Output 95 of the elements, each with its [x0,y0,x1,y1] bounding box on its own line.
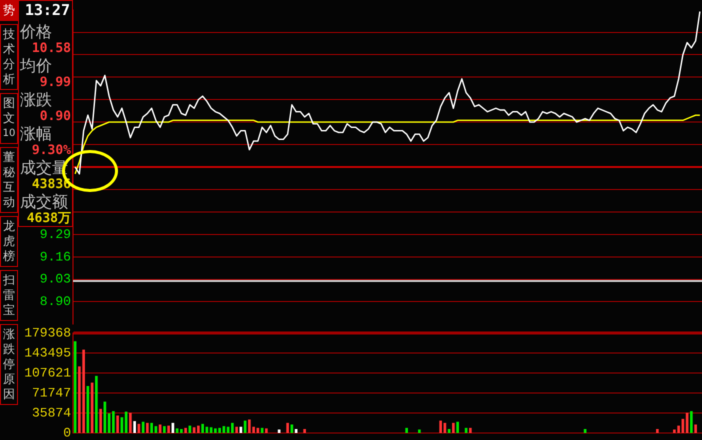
bar [133,421,136,434]
y-tick-label: 35874 [32,406,72,421]
bar [192,427,196,434]
bar [278,430,280,434]
bar [180,428,183,434]
bar [456,422,459,434]
tab: 技术分析 [0,24,18,90]
text: 13:27 [24,1,71,21]
bar [167,426,170,434]
bar [108,413,110,434]
bar [290,424,294,434]
bar [222,426,226,434]
bar [158,424,162,434]
bar [78,366,81,434]
bar [448,428,450,434]
text: 价格 [19,22,53,41]
bar [176,428,178,434]
bar [104,402,106,434]
bar [74,341,76,434]
tab: 图文10 [0,93,18,144]
bar [444,422,446,434]
bar [95,376,98,434]
y-tick-label: 179368 [24,325,71,340]
tab: 扫雷宝 [0,270,18,321]
text: 9.99 [38,75,72,91]
y-tick-label: 9.16 [40,249,71,264]
bar [244,420,246,434]
tab: 涨跌停原因 [0,324,18,405]
bar [405,428,408,434]
text: 4638万 [26,211,72,227]
bar [82,350,85,434]
bar [656,428,659,434]
tab: 势 [0,0,18,21]
bar [201,424,204,434]
y-tick-label: 71747 [32,386,71,401]
bar [197,426,200,434]
text: 涨跌 [19,90,53,109]
text: 涨幅 [19,124,53,143]
bar [214,428,217,434]
bar [142,422,144,434]
bar [184,428,187,434]
bar [129,412,132,434]
bar [116,416,119,434]
bar [154,426,158,434]
bar [138,424,140,434]
bar [256,428,260,434]
bar [265,428,268,434]
bar [146,422,149,434]
y-tick-label: 8.90 [40,294,71,310]
bar [464,428,468,434]
y-tick-label: 9.03 [40,272,71,287]
bar [120,417,124,434]
bar [694,424,697,434]
tab: 龙虎榜 [0,216,18,267]
bar [673,430,676,434]
bar [124,412,128,434]
bar [252,426,255,434]
bar [218,428,221,434]
bar [112,411,115,434]
bar [452,422,455,434]
bar [469,428,472,434]
bar [99,408,102,434]
y-tick-label: 107621 [24,366,72,381]
bar [172,422,174,434]
bar [303,428,306,434]
bar [150,422,153,434]
bar [235,426,238,434]
bar [682,418,684,434]
bar [210,427,212,434]
bar [584,428,586,434]
bar [690,411,693,434]
bar [240,426,242,434]
text: 9.30% [30,143,72,159]
bar [226,426,230,434]
bar [163,426,166,434]
bar [231,422,234,434]
bar [418,430,421,434]
bar [686,412,688,434]
bar [188,426,192,434]
text: 成交额 [19,192,69,211]
y-tick-label: 0 [63,426,71,440]
y-tick-label: 143495 [24,345,71,360]
text: 10.58 [30,41,72,57]
bar [439,420,442,434]
bar [90,382,94,434]
text: 均价 [19,56,53,75]
bar [294,428,298,434]
y-tick-label: 9.29 [40,226,71,242]
bar [86,386,90,434]
bar [206,426,208,434]
tab: 董秘互动 [0,147,18,213]
bar [286,422,289,434]
bar [248,419,251,434]
bar [260,428,264,434]
text: 0.90 [38,109,72,125]
